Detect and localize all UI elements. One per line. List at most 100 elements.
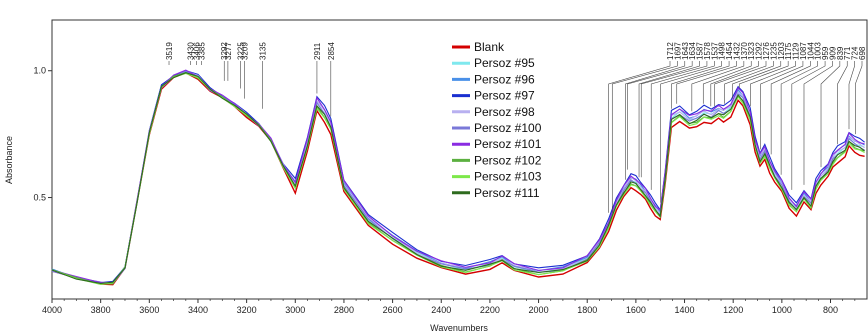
peak-label: 1643: [681, 42, 690, 60]
peak-label: 839: [836, 46, 845, 60]
annotation-leader: [691, 61, 745, 112]
series-layer: [51, 69, 865, 286]
annotation-leader: [780, 61, 818, 175]
annotation-leader: [625, 61, 686, 180]
legend-label: Persoz #98: [474, 105, 535, 119]
x-tick-label: 1600: [626, 305, 646, 315]
x-tick-label: 1800: [577, 305, 597, 315]
x-tick-label: 2600: [383, 305, 403, 315]
x-tick-label: 4000: [42, 305, 62, 315]
peak-label: 1175: [784, 42, 793, 60]
peak-label: 1498: [718, 42, 727, 60]
peak-label: 1454: [725, 42, 734, 60]
peak-label: 2911: [313, 42, 322, 60]
legend-label: Persoz #102: [474, 153, 542, 167]
peak-label: 1697: [673, 42, 682, 60]
x-tick-label: 1200: [723, 305, 743, 315]
annotation-leader: [803, 61, 833, 185]
peak-label: 698: [858, 46, 867, 60]
peak-label: 1276: [762, 42, 771, 60]
peak-label: 1634: [688, 42, 697, 60]
y-tick-label: 0.5: [33, 193, 46, 203]
peak-label: 3225: [237, 42, 246, 60]
peak-label: 1044: [806, 42, 815, 60]
peak-label: 1292: [755, 42, 764, 60]
annotation-leader: [640, 61, 708, 178]
annotation-leader: [760, 61, 804, 150]
peak-label: 3277: [224, 42, 233, 60]
peak-label: 3406: [193, 42, 202, 60]
peak-label: 3135: [258, 42, 267, 60]
x-tick-label: 800: [823, 305, 838, 315]
y-tick-label: 1.0: [33, 66, 46, 76]
x-tick-label: 3000: [285, 305, 305, 315]
annotation-leader: [710, 61, 759, 107]
peak-label: 3209: [240, 42, 249, 60]
annotation-leader: [732, 61, 782, 99]
peak-label: 3519: [165, 42, 174, 60]
peak-label: 1323: [747, 42, 756, 60]
legend: Blank Persoz #95 Persoz #96 Persoz #97 Perso…: [452, 40, 542, 200]
peak-label: 1370: [740, 42, 749, 60]
y-axis-ticks: 0.5 1.0: [33, 66, 52, 203]
peak-label: 3385: [198, 42, 207, 60]
peak-label: 1712: [666, 42, 675, 60]
legend-label: Persoz #96: [474, 72, 535, 86]
x-tick-label: 2000: [529, 305, 549, 315]
x-tick-label: 3600: [139, 305, 159, 315]
annotation-leader: [855, 61, 863, 135]
annotation-leader: [650, 61, 715, 190]
annotation-leader: [702, 61, 752, 104]
x-tick-label: 1000: [772, 305, 792, 315]
peak-label: 771: [843, 46, 852, 60]
peak-label: 1087: [799, 42, 808, 60]
annotation-leader: [627, 61, 693, 170]
legend-label: Persoz #111: [474, 186, 540, 200]
annotation-leader: [714, 61, 767, 107]
peak-label: 1235: [769, 42, 778, 60]
annotation-leader: [608, 61, 671, 213]
annotation-leader: [724, 61, 774, 104]
annotation-leader: [611, 61, 678, 213]
annotation-leader: [638, 61, 700, 178]
x-tick-label: 3800: [91, 305, 111, 315]
legend-label: Blank: [474, 40, 505, 54]
peak-label: 3292: [220, 42, 229, 60]
annotation-leader: [820, 61, 841, 168]
annotation-leader: [738, 61, 789, 88]
peak-label: 724: [851, 46, 860, 60]
annotation-leader: [671, 61, 730, 109]
x-tick-label: 2800: [334, 305, 354, 315]
x-tick-label: 2200: [480, 305, 500, 315]
annotation-leader: [770, 61, 811, 155]
x-axis-title: Wavenumbers: [430, 323, 488, 333]
legend-label: Persoz #101: [474, 137, 542, 151]
x-tick-label: 1400: [675, 305, 695, 315]
legend-label: Persoz #100: [474, 121, 542, 135]
series-line: [51, 72, 865, 285]
annotation-leader: [791, 61, 826, 190]
peak-label: 909: [828, 46, 837, 60]
series-line: [51, 69, 865, 285]
x-axis-ticks: 4000 3800 3600 3400 3200 3000 2800 2600 2400 2200…: [42, 299, 856, 315]
x-tick-label: 3400: [188, 305, 208, 315]
x-tick-label: 2400: [431, 305, 451, 315]
peak-label: 1203: [777, 42, 786, 60]
series-line: [51, 72, 865, 284]
peak-label: 1129: [792, 42, 801, 60]
annotation-leader: [676, 61, 737, 104]
y-axis-title: Absorbance: [4, 136, 14, 184]
peak-label: 1537: [710, 42, 719, 60]
peak-label: 1578: [703, 42, 712, 60]
peak-label: 2854: [327, 42, 336, 60]
annotation-leader: [837, 61, 848, 145]
legend-label: Persoz #95: [474, 56, 535, 70]
peak-label: 959: [821, 46, 830, 60]
peak-label: 3430: [187, 42, 196, 60]
legend-label: Persoz #103: [474, 170, 542, 184]
annotation-leader: [660, 61, 722, 203]
annotation-leader: [750, 61, 796, 107]
